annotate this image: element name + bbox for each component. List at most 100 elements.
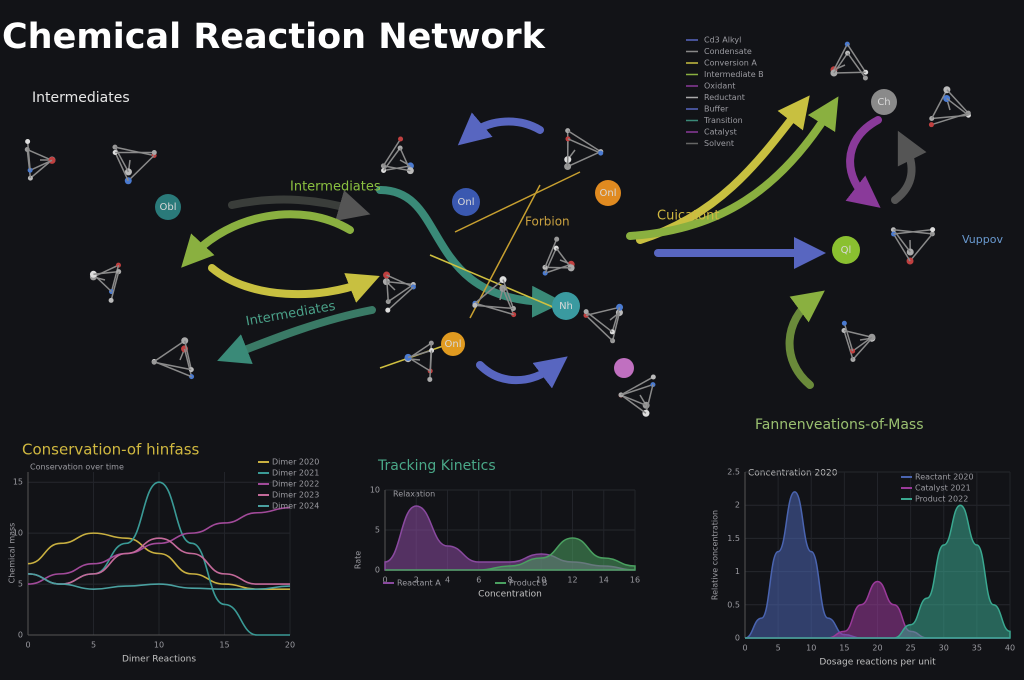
- y-tick-label: 1.5: [727, 534, 740, 543]
- legend-label: Dimer 2021: [272, 469, 319, 478]
- bond: [385, 275, 389, 302]
- x-tick-label: 15: [219, 641, 229, 650]
- y-axis-label: Chemical mass: [8, 523, 17, 584]
- bond: [29, 159, 53, 171]
- x-tick-label: 30: [939, 644, 949, 653]
- bond: [567, 150, 602, 168]
- atom: [598, 150, 604, 156]
- legend-label: Product B: [509, 579, 547, 588]
- arrow: [217, 306, 376, 365]
- legend-label: Reductant: [704, 93, 745, 102]
- bond: [567, 129, 602, 153]
- bond: [567, 138, 602, 154]
- legend-label: Reactant 2020: [915, 473, 974, 482]
- chart-title: Concentration 2020: [748, 469, 838, 479]
- atom: [398, 136, 404, 142]
- bond: [153, 340, 186, 363]
- x-tick-label: 5: [776, 644, 781, 653]
- bond: [474, 279, 504, 304]
- line: [27, 532, 290, 590]
- bond: [645, 384, 654, 414]
- y-tick-label: 0: [735, 634, 740, 643]
- reaction-line: [469, 184, 541, 319]
- bond: [585, 311, 613, 333]
- reaction-line: [454, 171, 581, 233]
- bond: [93, 264, 119, 278]
- atom: [928, 122, 934, 128]
- node-label: Ql: [841, 245, 852, 256]
- y-axis-label: Rate: [354, 551, 363, 569]
- area: [385, 537, 636, 571]
- legend-label: Conversion A: [704, 59, 757, 68]
- bond: [555, 247, 572, 269]
- y-tick-label: 0: [375, 566, 380, 575]
- bond: [114, 152, 129, 182]
- bond: [620, 394, 647, 407]
- x-tick-label: 14: [599, 576, 609, 585]
- node: [832, 236, 860, 264]
- legend-label: Intermediate B: [704, 70, 764, 79]
- legend-label: Solvent: [704, 139, 734, 148]
- section-label: Intermediates: [32, 90, 130, 106]
- node: [871, 89, 897, 115]
- x-tick-label: 8: [507, 576, 512, 585]
- legend-label: Catalyst 2021: [915, 484, 971, 493]
- x-tick-label: 5: [91, 641, 96, 650]
- atom: [385, 307, 391, 313]
- y-tick-label: 1: [735, 567, 740, 576]
- line: [27, 537, 290, 585]
- arrow-label: Forbion: [525, 215, 570, 229]
- bond: [93, 270, 119, 276]
- y-tick-label: 5: [375, 526, 380, 535]
- arrows: [181, 95, 927, 389]
- diagram-legend: Cd3 Alkyl Condensate Conversion A Intermedi…: [686, 36, 764, 148]
- bond: [846, 43, 867, 73]
- y-axis-label: Relative concentration: [711, 510, 720, 600]
- y-tick-label: 0.5: [727, 600, 740, 609]
- arrow: [891, 130, 927, 204]
- bond: [544, 266, 572, 269]
- y-tick-label: 10: [370, 486, 380, 495]
- chart-subtitle: Conservation over time: [30, 463, 124, 472]
- x-tick-label: 16: [630, 576, 640, 585]
- bond: [843, 330, 854, 360]
- y-tick-label: 10: [13, 529, 23, 538]
- x-tick-label: 0: [25, 641, 30, 650]
- bond: [611, 307, 621, 333]
- bond: [26, 148, 53, 162]
- legend-label: Buffer: [704, 105, 729, 114]
- bond: [544, 238, 558, 268]
- bond: [946, 97, 969, 116]
- node: [552, 292, 580, 320]
- bond: [833, 52, 849, 74]
- node-label: Onl: [458, 197, 475, 208]
- nodes: Obl Onl Onl Onl Nh Ch Ql: [155, 89, 897, 378]
- bond: [852, 337, 873, 361]
- x-tick-label: 0: [742, 644, 747, 653]
- arrow-label: Intermediates: [290, 180, 381, 195]
- arrow: [208, 264, 380, 303]
- atom: [862, 75, 868, 81]
- bond: [29, 159, 53, 179]
- bond: [620, 383, 654, 396]
- bond: [127, 154, 155, 182]
- y-tick-label: 2.5: [727, 468, 740, 477]
- bond: [386, 274, 414, 288]
- x-tick-label: 20: [285, 641, 295, 650]
- x-tick-label: 0: [382, 576, 387, 585]
- x-axis-label: Concentration: [478, 590, 542, 600]
- atom: [151, 149, 157, 155]
- arrow-label: Fannenveations-of-Mass: [755, 417, 924, 433]
- bond: [909, 233, 933, 262]
- arrow-label: Cuicatont: [657, 209, 719, 224]
- line: [27, 573, 291, 590]
- line: [27, 506, 291, 585]
- bond: [892, 233, 911, 262]
- legend-label: Condensate: [704, 47, 752, 56]
- arrow: [626, 96, 839, 240]
- chart: Tracking Kinetics Relaxation 0 5 10 0 2 4 6 8 10 12…: [354, 458, 641, 600]
- bond: [399, 147, 412, 171]
- x-tick-label: 20: [872, 644, 882, 653]
